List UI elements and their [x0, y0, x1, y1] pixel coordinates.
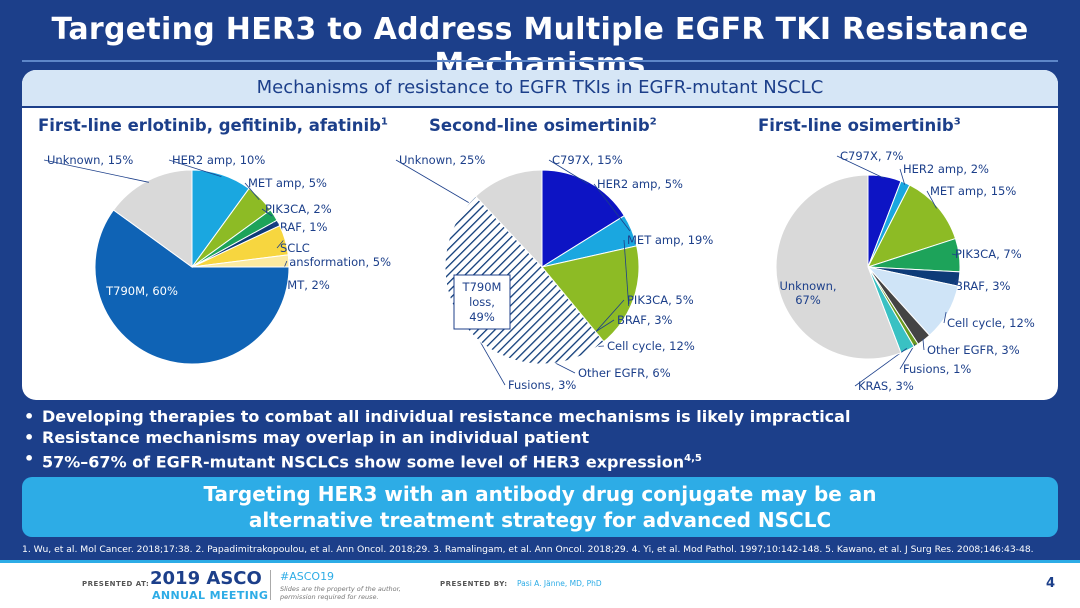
- data-label-met-amp: MET amp, 15%: [930, 184, 1016, 198]
- data-label-pik3ca: PIK3CA, 2%: [265, 202, 332, 216]
- data-label-braf: BRAF, 3%: [617, 313, 673, 327]
- data-label-unknown: Unknown,: [779, 279, 836, 293]
- footer-divider: [0, 560, 1080, 563]
- leader-line-kras: [854, 348, 908, 387]
- title-divider: [22, 60, 1058, 62]
- data-label-sclc-transformation: SCLC: [280, 241, 310, 255]
- pie-slice-t790m: [94, 209, 290, 365]
- leader-line-her2-amp: [899, 168, 906, 185]
- data-label-her2-amp: HER2 amp, 5%: [597, 177, 683, 191]
- leader-line-pik3ca: [951, 253, 958, 256]
- pie-slice-unknown: [775, 174, 902, 360]
- callout-line-1: Targeting HER3 with an antibody drug con…: [203, 482, 877, 506]
- data-label-other-egfr: Other EGFR, 6%: [578, 366, 671, 380]
- leader-line-her2-amp: [593, 183, 631, 232]
- data-label-cell-cycle: Cell cycle, 12%: [607, 339, 695, 353]
- data-label-other-egfr: Other EGFR, 3%: [927, 343, 1020, 357]
- leader-line-met-amp: [926, 190, 937, 209]
- asco-annual-meeting: ANNUAL MEETING: [152, 589, 269, 602]
- data-label-pik3ca: PIK3CA, 7%: [955, 247, 1022, 261]
- data-label-cell-cycle: Cell cycle, 12%: [947, 316, 1035, 330]
- hashtag: #ASCO19: [280, 570, 335, 583]
- data-label-her2-amp: HER2 amp, 2%: [903, 162, 989, 176]
- data-label-unknown: Unknown, 15%: [47, 153, 133, 167]
- panel-header: Mechanisms of resistance to EGFR TKIs in…: [22, 70, 1058, 108]
- data-label-c797x: C797X, 7%: [840, 149, 903, 163]
- data-label-t790m-loss: T790M: [462, 280, 502, 294]
- pie-slice-c797x: [541, 169, 626, 268]
- leader-line-c797x: [836, 155, 885, 179]
- data-label-t790m-loss: 49%: [469, 310, 495, 324]
- bullet-item: • 57%–67% of EGFR-mutant NSCLCs show some…: [24, 449, 702, 472]
- chart-title-first-line-osimertinib: First-line osimertinib3: [758, 116, 961, 135]
- conclusion-callout: Targeting HER3 with an antibody drug con…: [22, 477, 1058, 537]
- pie-slice-met-amp: [867, 184, 957, 268]
- leader-line-sclc-transformation: [276, 240, 284, 249]
- data-label-t790m: T790M, 60%: [105, 284, 178, 298]
- references: 1. Wu, et al. Mol Cancer. 2018;17:38. 2.…: [22, 544, 1034, 555]
- data-label-met-amp: MET amp, 19%: [627, 233, 713, 247]
- data-label-emt: EMT, 2%: [280, 278, 330, 292]
- data-label-c797x: C797X, 15%: [552, 153, 623, 167]
- slide-title: Targeting HER3 to Address Multiple EGFR …: [51, 12, 1029, 82]
- bullet-item: • Resistance mechanisms may overlap in an…: [24, 428, 590, 447]
- leader-line-met-amp: [623, 239, 630, 306]
- copyright-note: Slides are the property of the author, p…: [280, 585, 401, 601]
- data-label-t790m-loss: loss,: [469, 295, 495, 309]
- charts-panel: Mechanisms of resistance to EGFR TKIs in…: [22, 70, 1058, 400]
- data-label-sclc-transformation: transformation, 5%: [280, 255, 391, 269]
- leader-line-fusions: [899, 343, 916, 370]
- data-label-unknown: 67%: [795, 293, 821, 307]
- leader-line-braf: [268, 223, 277, 228]
- pie-charts: HER2 amp, 10% MET amp, 5% PIK3CA, 2% BRAF, …: [43, 149, 1035, 393]
- data-label-met-amp: MET amp, 5%: [248, 176, 327, 190]
- data-label-her2-amp: HER2 amp, 10%: [172, 153, 265, 167]
- presenter-name: Pasi A. Jänne, MD, PhD: [517, 579, 602, 588]
- data-label-braf: BRAF, 3%: [955, 279, 1011, 293]
- leader-line-cell-cycle: [943, 312, 947, 324]
- overlay-label-box: [453, 274, 511, 330]
- chart-title-second-line: Second-line osimertinib2: [429, 116, 657, 135]
- page-number: 4: [1046, 576, 1056, 591]
- bullet-item: • Developing therapies to combat all indi…: [24, 407, 851, 426]
- leader-line-unknown: [395, 159, 472, 205]
- leader-line-c797x: [548, 159, 589, 185]
- footer: PRESENTED AT: 2019 ASCO ANNUAL MEETING #…: [0, 560, 1080, 608]
- pie-slice-unknown: [112, 169, 193, 268]
- data-label-pik3ca: PIK3CA, 5%: [627, 293, 694, 307]
- data-label-kras: KRAS, 3%: [858, 379, 914, 393]
- leader-line-met-amp: [244, 182, 260, 201]
- presented-at-label: PRESENTED AT:: [82, 580, 150, 588]
- leader-line-unknown: [43, 159, 149, 183]
- bullet-list: • Developing therapies to combat all indi…: [22, 406, 1058, 472]
- callout-line-2: alternative treatment strategy for advan…: [248, 508, 832, 532]
- leader-line-other-egfr: [922, 338, 925, 351]
- data-label-fusions: Fusions, 3%: [508, 378, 576, 392]
- data-label-fusions: Fusions, 1%: [903, 362, 971, 376]
- asco-logo: 2019 ASCO: [150, 568, 262, 589]
- data-label-unknown: Unknown, 25%: [399, 153, 485, 167]
- chart-title-first-line: First-line erlotinib, gefitinib, afatini…: [38, 116, 388, 135]
- data-label-braf: BRAF, 1%: [272, 220, 328, 234]
- footer-separator: [270, 570, 271, 600]
- leader-line-her2-amp: [168, 159, 222, 177]
- leader-line-pik3ca: [261, 208, 273, 217]
- presented-by-label: PRESENTED BY:: [440, 580, 508, 588]
